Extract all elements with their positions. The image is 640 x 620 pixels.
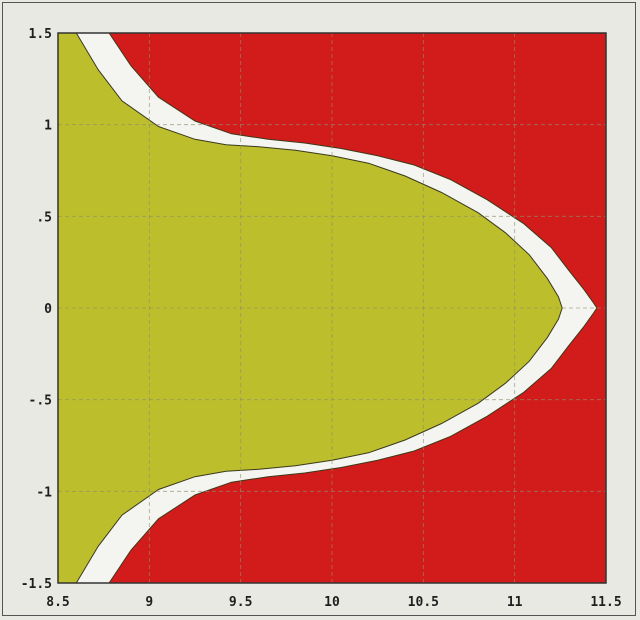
y-tick-label: 1.5 (29, 27, 52, 42)
y-tick-label: -1.5 (21, 577, 52, 592)
y-axis-ticks: 1.51.50-.5-1-1.5 (21, 27, 52, 592)
grid-lines (58, 33, 606, 583)
x-tick-label: 10 (324, 595, 340, 610)
x-tick-label: 10.5 (408, 595, 439, 610)
y-tick-label: .5 (36, 210, 52, 225)
y-tick-label: -.5 (29, 394, 52, 409)
x-tick-label: 9 (145, 595, 153, 610)
x-axis-ticks: 8.5 9 9.5 10 10.5 11 11.5 (46, 595, 621, 610)
x-tick-label: 11.5 (590, 595, 621, 610)
plot-area-border (57, 32, 607, 584)
y-tick-label: -1 (36, 485, 52, 500)
y-tick-label: 0 (44, 302, 52, 317)
y-tick-label: 1 (44, 119, 52, 134)
x-tick-label: 8.5 (46, 595, 69, 610)
x-tick-label: 11 (507, 595, 523, 610)
x-tick-label: 9.5 (229, 595, 252, 610)
